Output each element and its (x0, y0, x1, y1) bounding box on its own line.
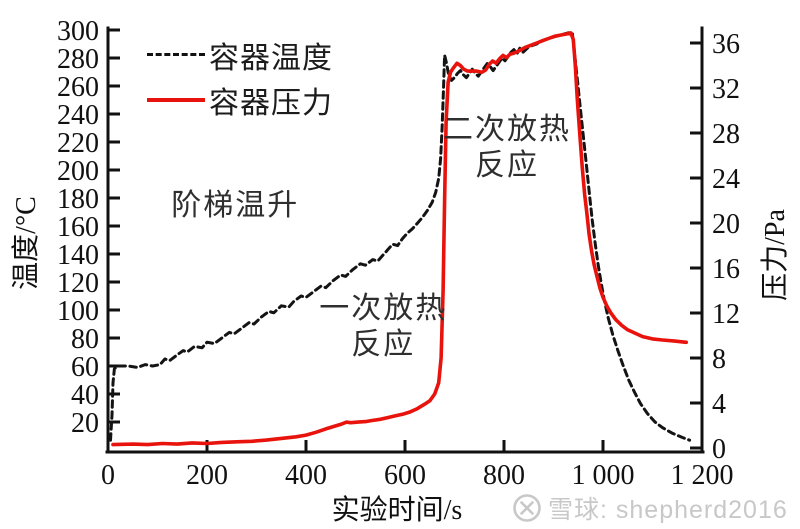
y-left-tick-label: 40 (71, 380, 99, 411)
pressure-line-swatch (147, 97, 205, 102)
annotation-text: 一次放热 (319, 291, 448, 325)
annotation-text: 反应 (351, 327, 416, 361)
legend: 容器温度 容器压力 (147, 34, 333, 120)
y-right-tick-label: 24 (712, 164, 740, 195)
annotation-first-exotherm: 一次放热 反应 (319, 291, 447, 363)
annotation-text: 反应 (474, 148, 539, 182)
x-axis-label: 实验时间/s (331, 495, 463, 526)
y-left-tick-label: 240 (57, 100, 99, 131)
annotation-second-exotherm: 二次放热 反应 (443, 112, 571, 184)
axis-tick-labels: 2040608010012014016018020022024026028030… (57, 16, 740, 491)
x-tick-label: 0 (101, 460, 115, 491)
temperature-line-swatch (147, 53, 205, 56)
x-tick-label: 800 (483, 460, 525, 491)
y-left-tick-label: 160 (57, 212, 99, 243)
y-left-tick-label: 280 (57, 44, 99, 75)
y-left-tick-label: 60 (71, 352, 99, 383)
y-left-tick-label: 180 (57, 184, 99, 215)
y-left-tick-label: 260 (57, 72, 99, 103)
y-right-tick-label: 4 (712, 389, 726, 420)
legend-item-pressure: 容器压力 (147, 79, 333, 120)
series-line-temperature (109, 31, 692, 442)
y-left-tick-label: 80 (71, 324, 99, 355)
legend-label-temperature: 容器温度 (209, 41, 333, 75)
watermark-text: 雪球: shepherd2016 (548, 496, 788, 524)
series-line-pressure (111, 31, 688, 447)
y-left-tick-label: 300 (57, 16, 99, 47)
x-tick-label: 200 (186, 460, 228, 491)
annotation-stepped-heating: 阶梯温升 (171, 188, 299, 224)
x-tick-label: 1 200 (671, 460, 734, 491)
legend-item-temperature: 容器温度 (147, 34, 333, 75)
y-right-tick-label: 28 (712, 119, 740, 150)
watermark: 雪球: shepherd2016 (512, 490, 788, 526)
xueqiu-logo-icon (513, 494, 541, 522)
annotation-text: 二次放热 (442, 112, 571, 146)
y-left-tick-label: 220 (57, 128, 99, 159)
x-tick-label: 1 000 (572, 460, 635, 491)
y-right-tick-label: 20 (712, 209, 740, 240)
annotation-text: 阶梯温升 (171, 189, 300, 223)
legend-label-pressure: 容器压力 (209, 86, 333, 120)
y-axis-label-left: 温度/°C (11, 196, 42, 290)
y-left-tick-label: 200 (57, 156, 99, 187)
y-right-tick-label: 12 (712, 299, 740, 330)
x-tick-label: 600 (384, 460, 426, 491)
y-axis-label-right: 压力/Pa (760, 209, 791, 301)
x-tick-label: 400 (285, 460, 327, 491)
y-left-tick-label: 20 (71, 408, 99, 439)
y-left-tick-label: 100 (57, 296, 99, 327)
y-right-tick-label: 0 (712, 434, 726, 465)
axis-ticks (106, 28, 704, 452)
y-right-tick-label: 8 (712, 344, 726, 375)
y-right-tick-label: 36 (712, 29, 740, 60)
y-right-tick-label: 16 (712, 254, 740, 285)
y-left-tick-label: 140 (57, 240, 99, 271)
y-left-tick-label: 120 (57, 268, 99, 299)
y-right-tick-label: 32 (712, 74, 740, 105)
